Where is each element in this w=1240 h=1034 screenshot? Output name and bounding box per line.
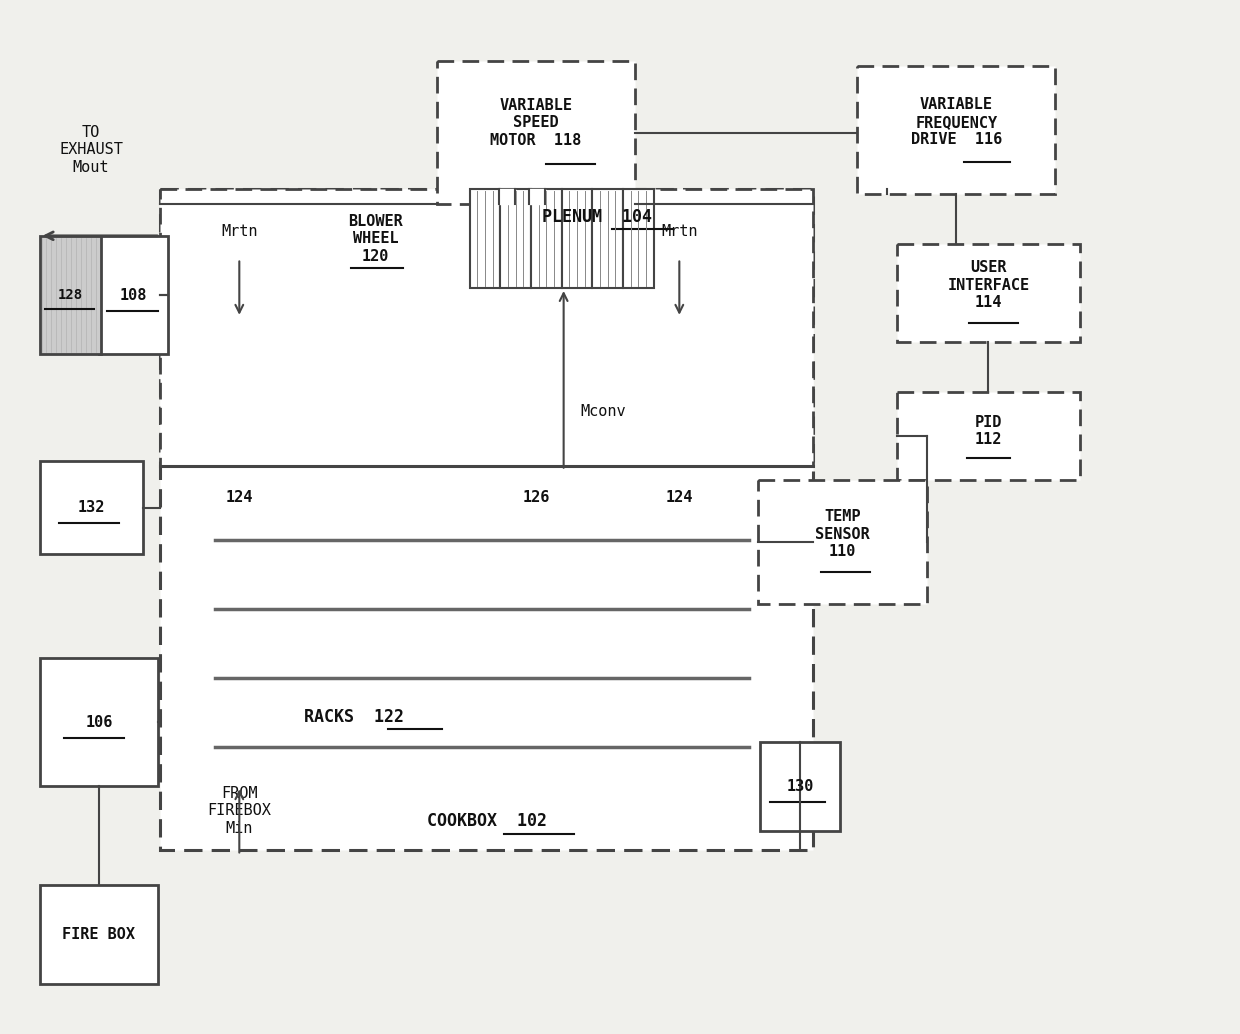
- Text: VARIABLE
SPEED
MOTOR  118: VARIABLE SPEED MOTOR 118: [490, 98, 582, 148]
- Text: Mrtn: Mrtn: [661, 224, 698, 240]
- Text: PLENUM  104: PLENUM 104: [542, 208, 652, 226]
- Text: BLOWER
WHEEL
120: BLOWER WHEEL 120: [348, 214, 403, 264]
- Text: 108: 108: [120, 287, 148, 303]
- Text: 132: 132: [78, 500, 105, 515]
- Text: 124: 124: [666, 490, 693, 505]
- Bar: [562, 189, 593, 288]
- Text: 126: 126: [522, 490, 549, 505]
- Bar: [593, 189, 622, 288]
- Text: TO
EXHAUST
Mout: TO EXHAUST Mout: [60, 125, 123, 175]
- Text: TEMP
SENSOR
110: TEMP SENSOR 110: [815, 510, 869, 559]
- Bar: [759, 481, 926, 604]
- Bar: [857, 66, 1055, 194]
- Bar: [160, 189, 812, 465]
- Bar: [40, 885, 159, 983]
- Bar: [531, 189, 562, 288]
- Bar: [436, 61, 635, 205]
- Text: 106: 106: [86, 714, 113, 730]
- Bar: [470, 189, 501, 288]
- Text: COOKBOX  102: COOKBOX 102: [427, 812, 547, 830]
- Text: FROM
FIREBOX
Min: FROM FIREBOX Min: [207, 786, 272, 835]
- Text: FIRE BOX: FIRE BOX: [62, 926, 135, 942]
- Text: 130: 130: [786, 779, 813, 794]
- Bar: [622, 189, 653, 288]
- Bar: [99, 236, 169, 355]
- Bar: [40, 658, 159, 786]
- Bar: [40, 236, 100, 355]
- Text: 128: 128: [58, 288, 83, 302]
- Text: PID
112: PID 112: [975, 415, 1002, 448]
- Bar: [40, 461, 144, 554]
- Bar: [897, 392, 1080, 481]
- Text: Mrtn: Mrtn: [221, 224, 258, 240]
- Text: USER
INTERFACE
114: USER INTERFACE 114: [947, 261, 1029, 310]
- Bar: [897, 244, 1080, 342]
- Bar: [160, 189, 812, 850]
- Text: Mconv: Mconv: [580, 404, 626, 419]
- Text: VARIABLE
FREQUENCY
DRIVE  116: VARIABLE FREQUENCY DRIVE 116: [910, 97, 1002, 147]
- Text: 124: 124: [226, 490, 253, 505]
- Bar: [501, 189, 531, 288]
- Text: RACKS  122: RACKS 122: [304, 708, 403, 726]
- Bar: [760, 742, 839, 830]
